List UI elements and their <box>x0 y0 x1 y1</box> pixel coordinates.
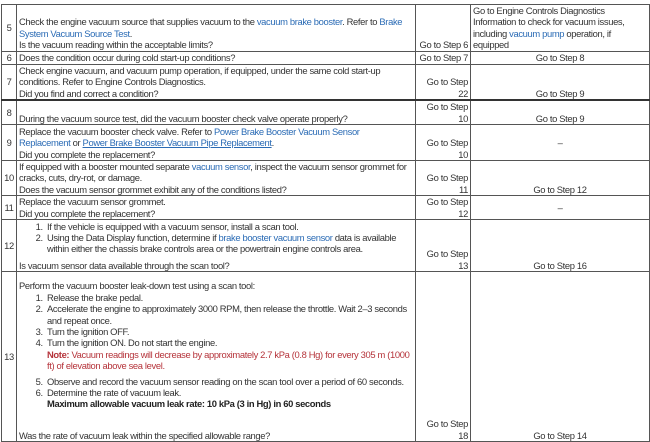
step-number: 7 <box>1 63 17 101</box>
spec-text: Maximum allowable vacuum leak rate: 10 k… <box>47 398 331 410</box>
step-action: If the vehicle is equipped with a vacuum… <box>16 219 416 273</box>
step-number: 8 <box>1 99 17 125</box>
table-row: 8 During the vacuum source test, did the… <box>1 99 650 125</box>
yes-result: Go to Step 6 <box>415 4 471 52</box>
yes-result: Go to Step 22 <box>415 63 471 101</box>
action-text: Determine the rate of vacuum leak. <box>47 386 182 398</box>
list-item: Turn the ignition ON. Do not start the e… <box>45 337 413 375</box>
step-question: Does the condition occur during cold sta… <box>16 50 416 65</box>
action-text: Perform the vacuum booster leak-down tes… <box>19 280 255 292</box>
list-item: If the vehicle is equipped with a vacuum… <box>45 221 413 232</box>
action-text: Using the Data Display function, determi… <box>47 231 219 243</box>
yes-result: Go to Step 10 <box>415 99 471 125</box>
list-item: Using the Data Display function, determi… <box>45 232 413 255</box>
step-number: 13 <box>1 271 17 442</box>
step-number: 10 <box>1 159 17 197</box>
step-action: Check engine vacuum, and vacuum pump ope… <box>16 63 416 101</box>
table-row: 13 Perform the vacuum booster leak-down … <box>1 271 650 442</box>
step-question: Did you find and correct a condition? <box>19 87 159 99</box>
step-action: Check the engine vacuum source that supp… <box>16 4 416 52</box>
no-result: – <box>470 123 650 161</box>
step-number: 12 <box>1 219 17 273</box>
action-text: Replace the vacuum sensor grommet. <box>19 196 166 208</box>
brake-system-vacuum-source-test-link[interactable]: Brake System Vacuum Source Test <box>19 16 403 39</box>
step-question: Is vacuum sensor data available through … <box>19 259 230 271</box>
table-row: 6 Does the condition occur during cold s… <box>1 50 650 65</box>
vacuum-pipe-replacement-link[interactable]: Power Brake Booster Vacuum Pipe Replacem… <box>82 137 272 149</box>
no-text: operation, if equipped <box>473 27 611 51</box>
brake-booster-vacuum-sensor-link[interactable]: brake booster vacuum sensor <box>218 231 333 243</box>
list-item: Release the brake pedal. <box>45 292 413 303</box>
no-result: Go to Step 9 <box>470 99 650 125</box>
action-text: Check engine vacuum, and vacuum pump ope… <box>19 64 381 88</box>
step-question: Does the vacuum sensor grommet exhibit a… <box>19 183 287 195</box>
action-text: . <box>271 137 275 149</box>
table-row: 11 Replace the vacuum sensor grommet. Did… <box>1 195 650 221</box>
note: Note: Vacuum readings will decrease by a… <box>47 349 413 372</box>
no-result: Go to Step 16 <box>470 219 650 273</box>
step-number: 6 <box>1 50 17 65</box>
no-result: Go to Step 14 <box>470 271 650 442</box>
step-number: 11 <box>1 195 17 221</box>
action-text: , inspect the vacuum sensor grommet for … <box>19 160 407 184</box>
list-item: Observe and record the vacuum sensor rea… <box>45 376 413 387</box>
diagnostic-table: 5 Check the engine vacuum source that su… <box>1 4 650 442</box>
step-question: During the vacuum source test, did the v… <box>16 99 416 125</box>
action-text: Replace the vacuum booster check valve. … <box>19 125 214 137</box>
action-text: Turn the ignition ON. Do not start the e… <box>47 337 218 349</box>
step-action: Replace the vacuum booster check valve. … <box>16 123 416 161</box>
yes-result: Go to Step 11 <box>415 159 471 197</box>
no-result: Go to Step 12 <box>470 159 650 197</box>
no-text: Go to Engine Controls Diagnostics Inform… <box>473 5 625 39</box>
action-text: Check the engine vacuum source that supp… <box>19 16 257 28</box>
no-result: Go to Step 8 <box>470 50 650 65</box>
yes-result: Go to Step 10 <box>415 123 471 161</box>
action-text: . <box>129 27 133 39</box>
vacuum-sensor-link[interactable]: vacuum sensor <box>191 160 251 172</box>
step-action: Perform the vacuum booster leak-down tes… <box>16 271 416 442</box>
step-question: Was the rate of vacuum leak within the s… <box>19 429 271 441</box>
yes-result: Go to Step 12 <box>415 195 471 221</box>
action-text: or <box>70 137 83 149</box>
step-question: Is the vacuum reading within the accepta… <box>19 39 213 51</box>
no-result: Go to Step 9 <box>470 63 650 101</box>
step-action: If equipped with a booster mounted separ… <box>16 159 416 197</box>
yes-result: Go to Step 18 <box>415 271 471 442</box>
step-question: Did you complete the replacement? <box>19 148 155 160</box>
vacuum-brake-booster-link[interactable]: vacuum brake booster <box>256 16 343 28</box>
list-item: Accelerate the engine to approximately 3… <box>45 303 413 326</box>
no-result: Go to Engine Controls Diagnostics Inform… <box>470 4 650 52</box>
vacuum-pump-link[interactable]: vacuum pump <box>509 27 565 39</box>
no-result: – <box>470 195 650 221</box>
vacuum-sensor-replacement-link[interactable]: Power Brake Booster Vacuum Sensor Replac… <box>19 125 360 149</box>
step-number: 9 <box>1 123 17 161</box>
yes-result: Go to Step 13 <box>415 219 471 273</box>
list-item: Determine the rate of vacuum leak. Maxim… <box>45 387 413 410</box>
step-action: Replace the vacuum sensor grommet. Did yo… <box>16 195 416 221</box>
action-text: If equipped with a booster mounted separ… <box>19 160 192 172</box>
table-row: 10 If equipped with a booster mounted se… <box>1 159 650 197</box>
note-label: Note: <box>47 348 70 360</box>
action-text: . Refer to <box>342 16 380 28</box>
yes-result: Go to Step 7 <box>415 50 471 65</box>
action-text: data is available within either the chas… <box>47 231 397 255</box>
table-row: 12 If the vehicle is equipped with a vac… <box>1 219 650 273</box>
step-question: Did you complete the replacement? <box>19 207 155 219</box>
step-number: 5 <box>1 4 17 52</box>
table-row: 9 Replace the vacuum booster check valve… <box>1 123 650 161</box>
note-text: Vacuum readings will decrease by approxi… <box>47 348 410 372</box>
table-row: 5 Check the engine vacuum source that su… <box>1 4 650 52</box>
list-item: Turn the ignition OFF. <box>45 326 413 337</box>
table-row: 7 Check engine vacuum, and vacuum pump o… <box>1 63 650 101</box>
